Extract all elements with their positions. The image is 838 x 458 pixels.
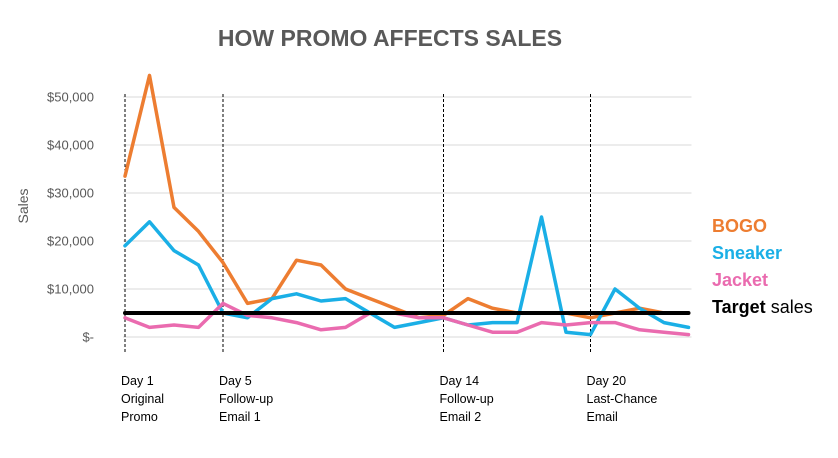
event-label: Original xyxy=(121,392,164,406)
event-label: Day 20 xyxy=(587,374,627,388)
y-tick-label: $- xyxy=(82,330,94,345)
event-label: Day 14 xyxy=(440,374,480,388)
series-lines xyxy=(123,73,691,337)
legend-entry: Sneaker xyxy=(712,243,782,263)
event-label: Email 2 xyxy=(440,410,482,424)
legend-entry: Jacket xyxy=(712,270,768,290)
series-line-jacket xyxy=(123,301,691,337)
event-label: Follow-up xyxy=(219,392,273,406)
y-axis-label: Sales xyxy=(15,188,31,223)
y-tick-label: $10,000 xyxy=(47,282,94,297)
y-tick-label: $30,000 xyxy=(47,186,94,201)
gridlines xyxy=(123,96,692,338)
event-label: Day 1 xyxy=(121,374,154,388)
event-label: Email xyxy=(587,410,618,424)
event-label: Email 1 xyxy=(219,410,261,424)
event-labels: Day 1 Original Promo Day 5 Follow-up Email 1 D… xyxy=(121,374,657,424)
legend: BOGO Sneaker Jacket Target sales xyxy=(712,216,813,317)
event-label: Day 5 xyxy=(219,374,252,388)
chart-title: HOW PROMO AFFECTS SALES xyxy=(218,25,562,51)
event-label: Promo xyxy=(121,410,158,424)
y-tick-label: $20,000 xyxy=(47,234,94,249)
event-label: Last-Chance xyxy=(587,392,658,406)
event-label: Follow-up xyxy=(440,392,494,406)
legend-entry: BOGO xyxy=(712,216,767,236)
legend-entry: Target sales xyxy=(712,297,813,317)
y-axis-ticks: $- $10,000 $20,000 $30,000 $40,000 $50,000 xyxy=(47,90,94,345)
y-tick-label: $40,000 xyxy=(47,138,94,153)
y-tick-label: $50,000 xyxy=(47,90,94,105)
series-line-bogo xyxy=(123,73,691,320)
